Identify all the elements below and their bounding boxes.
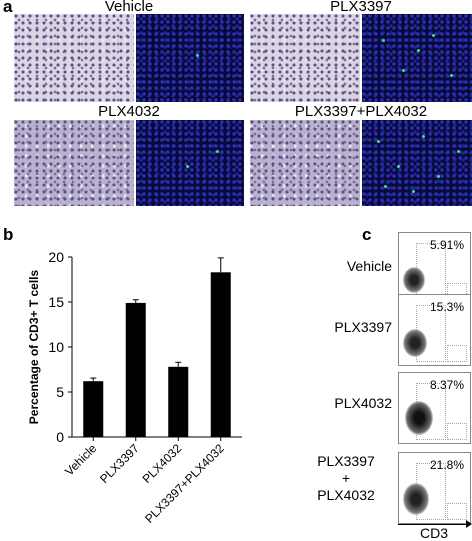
facs-label-combination: PLX3397 + PLX4032 <box>300 453 392 504</box>
x-tick-label: Vehicle <box>62 441 99 478</box>
y-tick-label: 15 <box>48 294 64 310</box>
he-stain-image-plx4032 <box>14 120 134 206</box>
condition-title-vehicle: Vehicle <box>104 0 154 15</box>
bar <box>210 272 231 437</box>
condition-title-plx4032: PLX4032 <box>98 103 160 120</box>
fluorescence-image-combination <box>362 120 472 206</box>
facs-label-plx3397: PLX3397 <box>334 319 392 335</box>
panel-c-letter: c <box>362 225 372 244</box>
facs-label-combination-plus: + <box>341 470 351 486</box>
condition-title-plx3397: PLX3397 <box>330 0 392 15</box>
facs-percent-plx3397: 15.3% <box>429 300 464 314</box>
y-tick-label: 0 <box>56 429 64 445</box>
cd3-axis-label: CD3 <box>419 525 448 541</box>
facs-label-combination-line1: PLX3397 <box>317 453 375 469</box>
bar <box>83 381 104 437</box>
panel-a-letter: a <box>3 0 13 16</box>
facs-label-combination-line2: PLX4032 <box>317 487 375 503</box>
y-tick-label: 20 <box>48 249 64 265</box>
fluorescence-image-plx3397 <box>362 14 472 102</box>
facs-plot-combination: 21.8% <box>398 452 471 524</box>
condition-title-combination: PLX3397+PLX4032 <box>294 103 428 120</box>
bar <box>125 302 146 437</box>
cd3-axis-arrowhead <box>466 520 472 528</box>
facs-plot-vehicle: 5.91% <box>398 232 471 304</box>
y-axis-label: Percentage of CD3+ T cells <box>27 269 41 424</box>
x-tick-label: PLX3397+PLX4032 <box>142 441 227 526</box>
panel-b-letter: b <box>3 225 14 244</box>
fluorescence-image-plx4032 <box>136 120 244 206</box>
facs-percent-plx4032: 8.37% <box>429 378 464 392</box>
facs-label-plx4032: PLX4032 <box>334 395 392 411</box>
facs-plot-plx4032: 8.37% <box>398 372 471 444</box>
bar-chart-cd3: 0 5 10 15 20 Percentage of CD3+ T cells Vehicl… <box>27 249 242 526</box>
bar <box>168 366 189 437</box>
fluorescence-image-vehicle <box>136 14 244 102</box>
y-tick-label: 10 <box>48 339 64 355</box>
he-stain-image-vehicle <box>14 14 134 102</box>
y-tick-label: 5 <box>56 384 64 400</box>
cd3-axis-arrow <box>398 524 468 525</box>
facs-plot-plx3397: 15.3% <box>398 294 471 366</box>
x-tick-label: PLX3397 <box>97 441 142 486</box>
he-stain-image-combination <box>250 120 360 206</box>
facs-label-vehicle: Vehicle <box>346 258 392 274</box>
facs-percent-vehicle: 5.91% <box>429 238 464 252</box>
facs-percent-combination: 21.8% <box>429 458 464 472</box>
he-stain-image-plx3397 <box>250 14 360 102</box>
